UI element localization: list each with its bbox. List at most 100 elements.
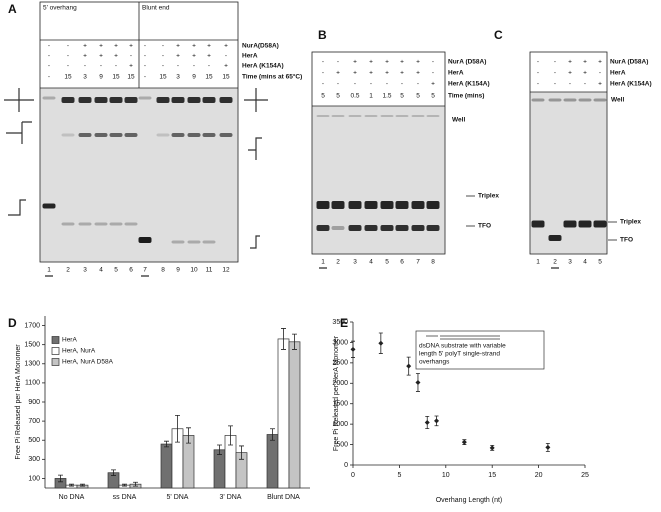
- row-cell: 3: [83, 74, 87, 81]
- panel-label: D: [8, 316, 17, 330]
- row-cell: -: [370, 81, 372, 88]
- row-cell: -: [225, 53, 227, 60]
- row-cell: 15: [159, 74, 167, 81]
- lane-number: 7: [416, 259, 420, 266]
- y-axis-label: Free Pi Released per HerA Monomer: [15, 344, 22, 460]
- row-cell: +: [207, 43, 211, 50]
- row-cell: +: [400, 70, 404, 77]
- row-label: HerA (K154A): [448, 81, 490, 88]
- gel-band: [187, 133, 201, 137]
- row-cell: -: [48, 63, 50, 70]
- y-tick-label: 2500: [332, 360, 348, 367]
- row-cell: 15: [222, 74, 230, 81]
- row-cell: +: [369, 59, 373, 66]
- row-cell: +: [568, 59, 572, 66]
- row-cell: +: [129, 43, 133, 50]
- gel-band: [109, 133, 123, 137]
- row-cell: -: [48, 53, 50, 60]
- error-bar: [122, 483, 127, 487]
- row-cell: 5: [336, 93, 340, 100]
- row-cell: -: [432, 59, 434, 66]
- icon: [244, 88, 268, 112]
- row-cell: -: [554, 59, 556, 66]
- lane-number: 8: [161, 267, 165, 274]
- group-label: 5' overhang: [43, 5, 77, 12]
- legend-swatch: [51, 358, 60, 366]
- gel-band: [316, 115, 330, 117]
- error-bar: [175, 414, 180, 443]
- row-cell: +: [224, 43, 228, 50]
- group-label: Blunt end: [142, 5, 170, 12]
- row-cell: +: [583, 59, 587, 66]
- gel-annotation: Well: [452, 117, 465, 124]
- lane-number: 5: [385, 259, 389, 266]
- row-label: NurA (D58A): [448, 59, 486, 66]
- row-cell: +: [83, 53, 87, 60]
- row-cell: 15: [112, 74, 120, 81]
- x-tick-label: No DNA: [59, 494, 85, 501]
- legend-label: HerA, NurA: [62, 348, 96, 355]
- row-cell: +: [336, 70, 340, 77]
- row-cell: +: [224, 63, 228, 70]
- point: [434, 418, 440, 424]
- gel-annotation: Triplex: [478, 193, 499, 200]
- row-cell: +: [598, 81, 602, 88]
- y-tick-label: 1300: [24, 361, 40, 368]
- gel-annotation: TFO: [478, 223, 491, 230]
- row-cell: -: [84, 63, 86, 70]
- y-tick-label: 1500: [24, 342, 40, 349]
- gel-band: [219, 133, 233, 137]
- gel-band: [578, 98, 592, 102]
- row-label: HerA (K154A): [610, 81, 652, 88]
- x-axis-label: Overhang Length (nt): [436, 497, 503, 504]
- gel-band: [411, 225, 425, 231]
- lane-number: 7: [143, 267, 147, 274]
- gel-band: [593, 98, 607, 102]
- lane-number: 6: [400, 259, 404, 266]
- gel-band: [187, 240, 201, 244]
- panel-label: A: [8, 2, 17, 16]
- row-cell: -: [554, 81, 556, 88]
- gel-band: [202, 97, 216, 103]
- row-cell: -: [401, 81, 403, 88]
- gel-band: [593, 220, 607, 228]
- bar: [288, 341, 301, 489]
- row-cell: +: [598, 59, 602, 66]
- row-cell: +: [385, 70, 389, 77]
- gel-band: [316, 225, 330, 231]
- row-cell: -: [432, 70, 434, 77]
- y-tick-label: 0: [344, 462, 348, 469]
- row-cell: 9: [99, 74, 103, 81]
- error-bar: [239, 445, 244, 460]
- lane-number: 8: [431, 259, 435, 266]
- row-cell: +: [431, 81, 435, 88]
- row-label: HerA (K154A): [242, 63, 284, 70]
- gel-band: [61, 97, 75, 103]
- gel-band: [94, 133, 108, 137]
- row-cell: +: [568, 70, 572, 77]
- row-cell: -: [48, 74, 50, 81]
- row-cell: 15: [127, 74, 135, 81]
- row-cell: -: [100, 63, 102, 70]
- row-cell: -: [67, 53, 69, 60]
- row-label: HerA: [610, 70, 626, 77]
- annotation-box: [415, 330, 545, 370]
- annotation-text: dsDNA substrate with variable: [419, 343, 506, 350]
- row-cell: -: [67, 63, 69, 70]
- gel-band: [138, 237, 152, 243]
- row-cell: -: [386, 81, 388, 88]
- row-label: Time (mins): [448, 93, 484, 100]
- row-cell: -: [162, 63, 164, 70]
- error-bar: [164, 440, 169, 448]
- gel-band: [364, 225, 378, 231]
- y-tick-label: 3000: [332, 339, 348, 346]
- y-tick-label: 1100: [25, 380, 40, 387]
- row-cell: -: [162, 53, 164, 60]
- gel-band: [171, 240, 185, 244]
- row-cell: +: [114, 43, 118, 50]
- gel-band: [531, 98, 545, 102]
- bar: [277, 338, 290, 489]
- row-label: Time (mins at 65°C): [242, 73, 302, 81]
- row-cell: 1.5: [382, 93, 391, 100]
- lane-number: 5: [114, 267, 118, 274]
